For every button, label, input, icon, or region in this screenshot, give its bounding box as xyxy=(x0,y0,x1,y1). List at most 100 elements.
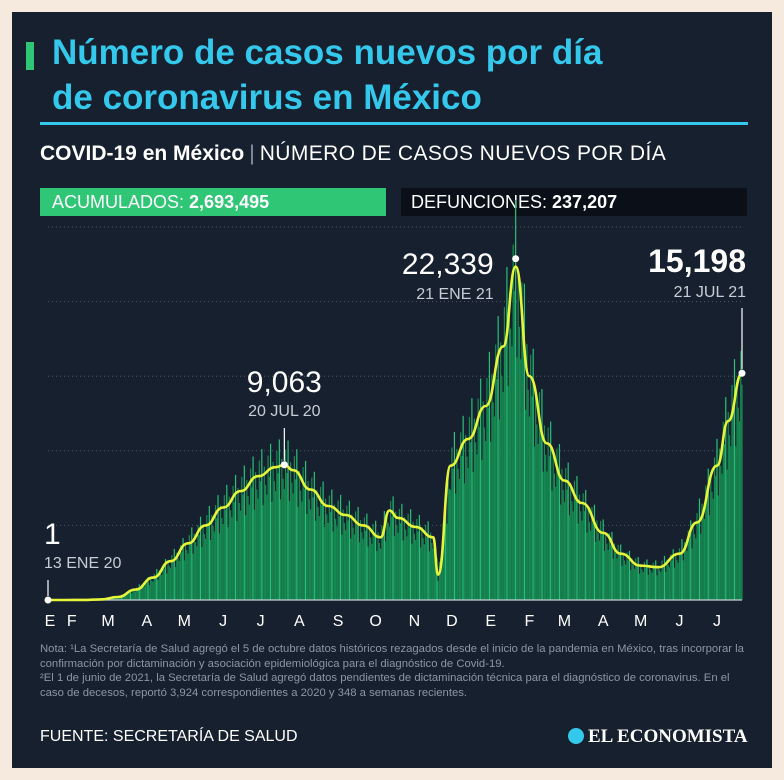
daily-bar xyxy=(565,468,567,600)
daily-bar xyxy=(735,446,737,600)
daily-bar xyxy=(472,472,474,600)
daily-bar xyxy=(208,505,210,600)
daily-bar xyxy=(212,525,214,600)
daily-bar xyxy=(187,553,189,600)
daily-bar xyxy=(523,283,526,600)
daily-bar xyxy=(405,529,407,600)
daily-bar xyxy=(563,502,566,600)
daily-bar xyxy=(598,540,601,600)
daily-bar xyxy=(111,597,113,600)
daily-bar xyxy=(470,442,472,600)
daily-bar xyxy=(723,444,726,600)
daily-bar xyxy=(587,507,589,600)
daily-bar xyxy=(378,542,380,600)
daily-bar xyxy=(371,543,373,600)
daily-bar xyxy=(543,425,546,600)
daily-bar xyxy=(283,489,285,600)
daily-bar xyxy=(327,522,329,600)
daily-bar xyxy=(259,481,262,600)
daily-bar xyxy=(302,467,304,600)
daily-bar xyxy=(637,557,639,600)
daily-bar xyxy=(720,465,722,600)
daily-bar xyxy=(366,513,368,600)
daily-bar xyxy=(440,557,442,600)
daily-bar xyxy=(342,509,344,600)
daily-bar xyxy=(416,518,418,600)
daily-bar xyxy=(481,459,483,600)
daily-bar xyxy=(142,585,144,600)
daily-bar xyxy=(266,494,268,600)
daily-bar xyxy=(226,484,228,600)
daily-bar xyxy=(737,407,739,600)
daily-bar xyxy=(425,524,427,600)
defunciones-badge: DEFUNCIONES: 237,207 xyxy=(401,188,747,216)
daily-bar xyxy=(395,511,397,600)
x-tick-label: A xyxy=(294,613,305,630)
page-title: Número de casos nuevos por día de corona… xyxy=(52,30,752,120)
daily-bar xyxy=(313,471,315,600)
daily-bar xyxy=(154,576,157,600)
daily-bar xyxy=(136,587,138,600)
daily-bar xyxy=(475,442,477,600)
daily-bar xyxy=(673,567,676,600)
daily-bar xyxy=(216,518,218,600)
daily-bar xyxy=(616,558,618,600)
daily-bar xyxy=(221,517,223,600)
daily-bar xyxy=(413,533,415,600)
daily-bar xyxy=(161,574,163,600)
daily-bar xyxy=(468,416,471,600)
daily-bar xyxy=(194,542,197,600)
daily-bar xyxy=(119,596,122,600)
daily-bar xyxy=(535,390,537,600)
daily-bar xyxy=(410,509,412,600)
daily-bar xyxy=(141,584,143,600)
daily-bar xyxy=(585,489,587,600)
daily-bar xyxy=(202,524,204,600)
x-tick-label: S xyxy=(333,613,344,630)
daily-bar xyxy=(426,536,428,600)
daily-bar xyxy=(502,392,504,600)
footnote-2: ²El 1 de junio de 2021, la Secretaría de… xyxy=(40,672,730,699)
daily-bar xyxy=(337,500,339,600)
daily-bar xyxy=(715,475,717,600)
daily-bar xyxy=(198,535,200,600)
x-tick-label: M xyxy=(178,613,191,630)
annotation-dot xyxy=(738,369,746,377)
daily-bar xyxy=(284,449,287,600)
daily-bar xyxy=(396,525,398,600)
daily-bar xyxy=(710,477,712,600)
daily-bar xyxy=(528,416,531,600)
daily-bar xyxy=(460,432,462,600)
daily-bar xyxy=(333,504,335,600)
daily-bar xyxy=(527,389,529,600)
daily-bar xyxy=(139,589,142,600)
daily-bar xyxy=(197,525,199,600)
daily-bar xyxy=(422,538,424,600)
daily-bar xyxy=(411,543,413,600)
daily-bar xyxy=(533,446,536,600)
daily-bar xyxy=(356,525,358,600)
daily-bar xyxy=(114,597,117,600)
daily-bar xyxy=(176,552,178,600)
daily-bar xyxy=(398,508,400,600)
daily-bar xyxy=(166,573,168,600)
daily-bar xyxy=(403,517,405,600)
daily-bar xyxy=(196,546,198,600)
daily-bar xyxy=(621,565,623,600)
daily-bar xyxy=(477,398,479,600)
daily-bar xyxy=(182,538,184,600)
daily-bar xyxy=(712,498,714,600)
daily-bar xyxy=(675,553,677,600)
daily-bar xyxy=(435,558,437,600)
daily-bar xyxy=(708,515,711,600)
daily-bar xyxy=(122,596,124,600)
daily-bar xyxy=(641,569,643,600)
daily-bar xyxy=(418,514,420,600)
daily-bar xyxy=(171,555,173,600)
daily-bar xyxy=(239,510,242,600)
daily-bar xyxy=(288,500,290,600)
daily-bar xyxy=(531,396,533,600)
daily-bar xyxy=(345,530,347,600)
x-tick-label: E xyxy=(485,613,496,630)
daily-bar xyxy=(480,378,482,600)
